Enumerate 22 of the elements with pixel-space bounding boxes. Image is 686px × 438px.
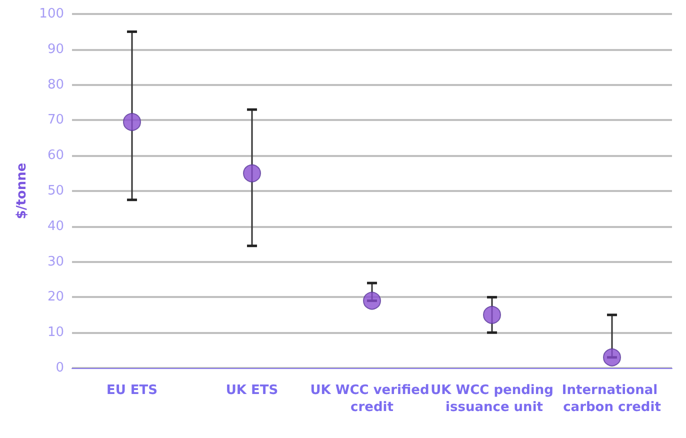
x-tick-label: UK WCC verified credit: [310, 383, 430, 415]
y-axis-title: $/tonne: [14, 162, 30, 220]
y-tick-label: 20: [47, 290, 64, 305]
y-tick-label: 30: [47, 254, 64, 270]
y-tick-label: 60: [47, 148, 64, 164]
x-tick-label: UK WCC pending issuance unit: [430, 383, 554, 415]
point: [483, 306, 501, 324]
y-tick-label: 50: [47, 184, 64, 198]
y-tick-label: 0: [56, 360, 64, 376]
y-tick-label: 40: [47, 218, 64, 234]
y-tick-label: 80: [47, 77, 64, 92]
y-tick-label: 100: [39, 6, 64, 22]
point: [243, 164, 261, 182]
y-tick-label: 10: [47, 325, 64, 340]
y-tick-label: 90: [47, 42, 64, 57]
x-tick-label: EU ETS: [106, 383, 158, 398]
point: [363, 292, 381, 310]
point: [603, 348, 621, 366]
x-tick-label: International carbon credit: [562, 383, 662, 415]
x-tick-label: UK ETS: [226, 383, 278, 398]
y-tick-label: 70: [47, 112, 64, 128]
point: [123, 112, 141, 131]
